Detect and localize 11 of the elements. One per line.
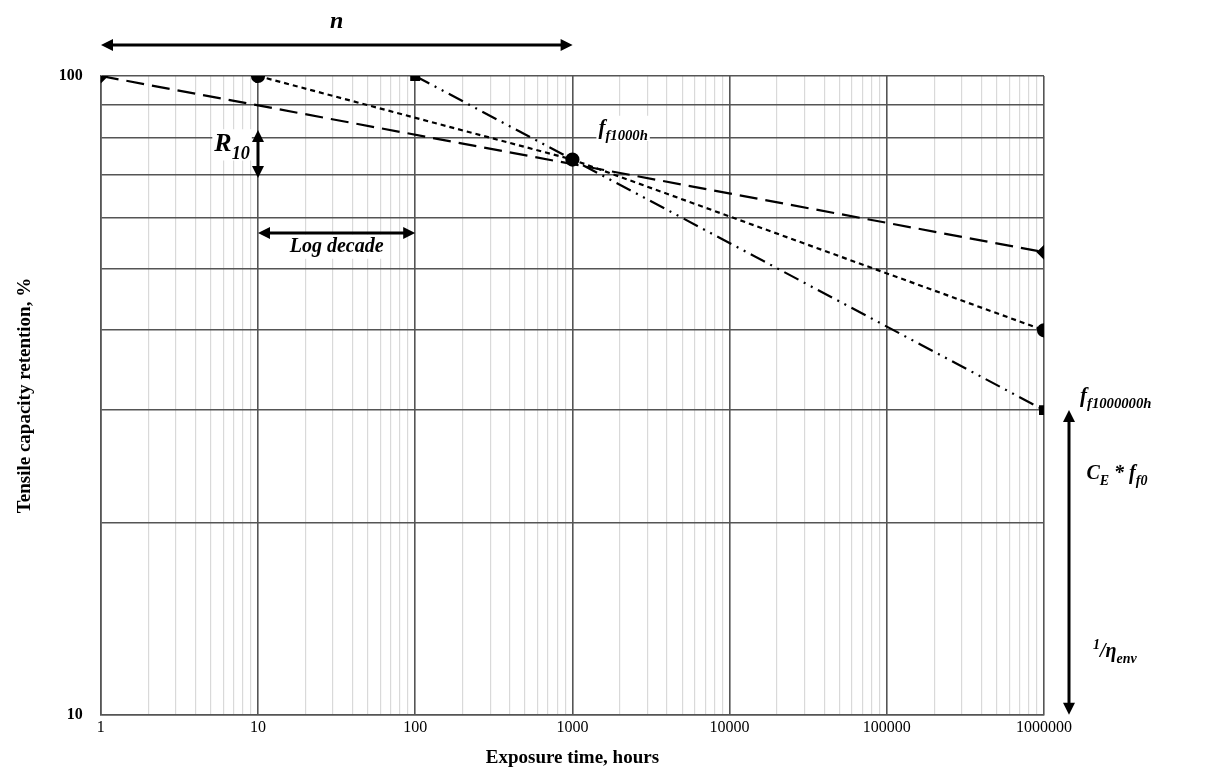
x-tick-label: 1000000 (1016, 717, 1072, 735)
x-tick-label: 100000 (862, 717, 911, 735)
y-axis-title: Tensile capacity retention, % (13, 277, 35, 514)
x-tick-label: 1 (96, 717, 105, 735)
x-tick-label: 100 (403, 717, 428, 735)
annotation: Log decade (288, 233, 384, 257)
x-tick-label: 1000 (556, 717, 589, 735)
text: n (329, 7, 344, 33)
x-tick-label: 10000 (709, 717, 750, 735)
x-axis-title: Exposure time, hours (485, 745, 660, 767)
x-tick-label: 10 (250, 717, 266, 735)
